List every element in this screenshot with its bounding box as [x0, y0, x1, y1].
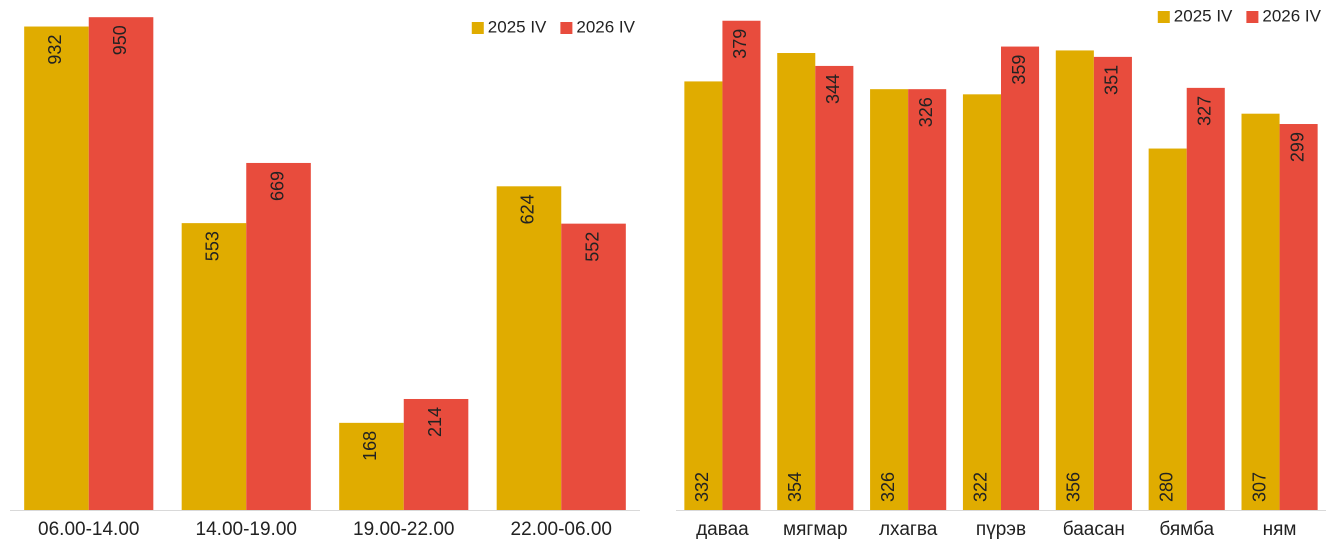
bar	[870, 89, 909, 510]
data-label: 359	[1009, 55, 1029, 85]
legend-swatch	[471, 22, 484, 34]
bar	[722, 20, 761, 511]
legend-label: 2026 IV	[1262, 6, 1321, 25]
data-label: 307	[1249, 472, 1269, 502]
bar	[561, 223, 626, 510]
data-label: 168	[360, 431, 380, 461]
data-label: 299	[1287, 132, 1307, 162]
data-label: 280	[1156, 472, 1176, 502]
legend-label: 2025 IV	[488, 17, 547, 36]
legend-swatch	[1246, 11, 1259, 23]
bar	[1001, 46, 1040, 511]
x-tick-label: мягмар	[783, 519, 847, 540]
bar	[24, 26, 89, 511]
data-label: 950	[110, 25, 130, 55]
data-label: 552	[582, 232, 602, 262]
data-label: 354	[785, 472, 805, 502]
data-label: 624	[518, 194, 538, 224]
data-label: 932	[45, 35, 65, 65]
data-label: 379	[730, 29, 750, 59]
data-label: 344	[823, 74, 843, 104]
bar	[1148, 148, 1187, 510]
x-tick-label: пүрэв	[976, 519, 1026, 540]
data-label: 553	[203, 231, 223, 261]
bar	[339, 422, 404, 510]
data-label: 332	[692, 472, 712, 502]
bar	[1241, 113, 1280, 510]
bar	[181, 223, 247, 510]
legend-swatch	[1157, 11, 1170, 23]
data-label: 326	[916, 97, 936, 127]
data-label: 326	[878, 472, 898, 502]
x-tick-label: ням	[1263, 519, 1297, 540]
bar	[777, 53, 816, 510]
data-label: 214	[425, 407, 445, 437]
x-tick-label: 14.00-19.00	[196, 519, 297, 540]
bar	[1279, 124, 1318, 510]
data-label: 356	[1064, 472, 1084, 502]
data-label: 327	[1195, 96, 1215, 126]
legend-label: 2026 IV	[576, 17, 635, 36]
x-tick-label: лхагва	[879, 519, 938, 540]
x-tick-label: бямба	[1159, 519, 1214, 540]
data-label: 669	[267, 171, 287, 201]
bar	[684, 81, 723, 510]
data-label: 322	[971, 472, 991, 502]
bar	[1055, 50, 1094, 510]
legend-label: 2025 IV	[1174, 6, 1233, 25]
x-tick-label: баасан	[1063, 519, 1125, 540]
bar	[496, 186, 562, 511]
bar	[1186, 87, 1225, 510]
bar	[246, 162, 311, 511]
bar	[403, 398, 469, 510]
bar	[962, 94, 1001, 510]
x-tick-label: 19.00-22.00	[353, 519, 454, 540]
bar	[1093, 56, 1132, 511]
x-tick-label: 06.00-14.00	[38, 519, 139, 540]
bar	[815, 65, 854, 510]
bar	[908, 89, 947, 510]
x-tick-label: 22.00-06.00	[511, 519, 612, 540]
x-tick-label: даваа	[696, 519, 749, 540]
data-label: 351	[1102, 65, 1122, 95]
bar	[88, 17, 154, 510]
legend-swatch	[560, 22, 573, 34]
